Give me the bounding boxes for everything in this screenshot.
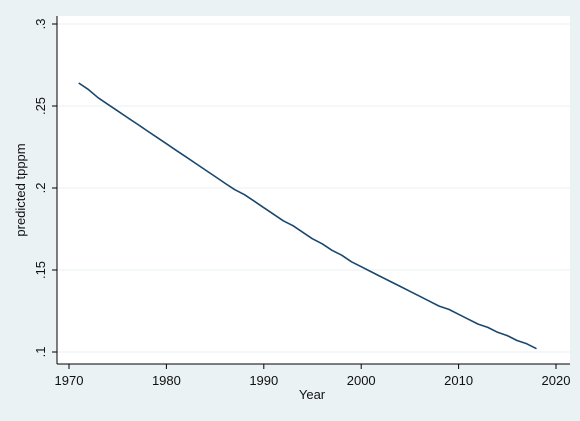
- y-tick-label: .2: [33, 183, 48, 194]
- x-tick-label: 2010: [444, 373, 473, 388]
- predicted-tpppm-line: [78, 82, 537, 350]
- y-tick-label: .3: [33, 19, 48, 30]
- x-tick-label: 1990: [249, 373, 278, 388]
- x-axis-ticks: 1970 1980 1990 2000 2010 2020: [55, 364, 571, 388]
- x-tick-label: 2020: [542, 373, 571, 388]
- plot-region: [57, 16, 570, 364]
- y-axis-title: predicted tpppm: [13, 143, 28, 236]
- gridlines: [57, 23, 570, 353]
- x-tick-label: 2000: [347, 373, 376, 388]
- y-tick-label: .25: [33, 97, 48, 115]
- y-tick-label: .15: [33, 261, 48, 279]
- x-axis-title: Year: [299, 387, 326, 402]
- x-tick-label: 1980: [152, 373, 181, 388]
- x-tick-label: 1970: [55, 373, 84, 388]
- y-tick-label: .1: [33, 347, 48, 358]
- y-axis-ticks: .1 .15 .2 .25 .3: [33, 19, 57, 358]
